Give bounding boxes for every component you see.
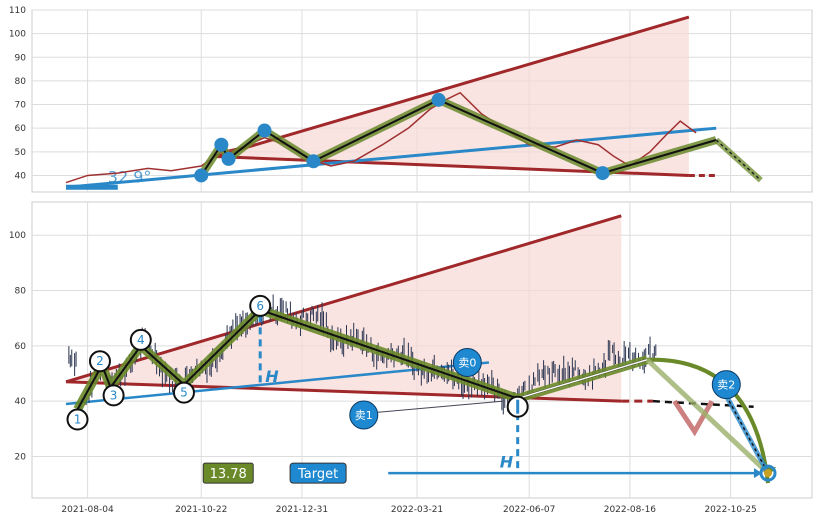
x-tick-label: 2022-06-07 bbox=[503, 505, 555, 515]
wave-label-circle bbox=[172, 381, 195, 404]
bottom-y-tick-label: 80 bbox=[15, 287, 27, 297]
sell1-label: 卖1 bbox=[355, 409, 373, 422]
bottom-projection-line bbox=[645, 357, 770, 475]
x-tick-label: 2022-03-21 bbox=[391, 505, 443, 515]
target-value-box bbox=[202, 462, 254, 484]
top-y-tick-label: 100 bbox=[9, 30, 26, 40]
top-pivot-point bbox=[595, 166, 610, 181]
bottom-y-tick-label: 100 bbox=[9, 231, 26, 241]
top-wave-projection-dash bbox=[715, 139, 762, 181]
sell0-bubble bbox=[452, 347, 482, 377]
target-label-text: Target bbox=[297, 467, 338, 482]
wave-label-circle bbox=[249, 294, 272, 317]
x-tick-label: 2021-12-31 bbox=[276, 505, 328, 515]
x-tick-label: 2021-08-04 bbox=[61, 505, 114, 515]
wave-label-circle bbox=[88, 350, 111, 373]
sell1-bubble bbox=[349, 400, 379, 430]
wave-label-text: 3 bbox=[110, 388, 118, 402]
wave-label-text: 4 bbox=[137, 333, 145, 347]
top-indicator-line bbox=[65, 91, 697, 184]
bottom-y-tick-label: 40 bbox=[15, 397, 27, 407]
wave-label-circle bbox=[129, 328, 152, 351]
top-pivot-point bbox=[431, 92, 446, 107]
wave-label-text: 6 bbox=[256, 299, 264, 313]
top-pivot-point bbox=[306, 154, 321, 169]
bottom-h-label-bottom: H bbox=[500, 453, 514, 472]
top-y-tick-label: 40 bbox=[15, 171, 27, 181]
bottom-h-label-top: H bbox=[265, 367, 279, 386]
bottom-target-dot bbox=[764, 469, 772, 478]
bottom-y-tick-label: 60 bbox=[15, 342, 27, 352]
top-y-tick-label: 90 bbox=[15, 53, 27, 63]
bottom-retest-zigzag bbox=[672, 399, 715, 437]
bottom-upper-trendline bbox=[65, 214, 622, 384]
top-pivot-point bbox=[257, 123, 272, 138]
wave-label-circle bbox=[66, 408, 89, 431]
top-pivot-point bbox=[194, 168, 209, 183]
wave-label-text: 5 bbox=[180, 386, 188, 400]
bottom-extension-black bbox=[652, 399, 754, 408]
sell1-pointer bbox=[377, 400, 504, 413]
sell2-label: 卖2 bbox=[717, 379, 735, 392]
x-tick-label: 2021-10-22 bbox=[175, 505, 227, 515]
bottom-target-arrowhead bbox=[754, 468, 762, 479]
bottom-wave-last-leg bbox=[517, 358, 648, 400]
x-axis-ticks: 2021-08-04 2021-10-22 2021-12-31 2022-03-21… bbox=[61, 505, 756, 515]
top-pivot-point bbox=[214, 137, 229, 152]
sell0-label: 卖0 bbox=[458, 356, 476, 369]
price-panel: 20 40 60 80 100 H H 1 2 3 4 5 6 卖0 卖1 卖2 13.78 Target bbox=[9, 201, 813, 499]
top-angle-label: 32.9° bbox=[108, 168, 152, 187]
top-y-tick-label: 50 bbox=[15, 148, 27, 158]
wave-label-circle bbox=[102, 384, 125, 407]
wave-label-text: 2 bbox=[96, 354, 104, 368]
top-y-tick-label: 80 bbox=[15, 77, 27, 87]
indicator-panel: 40 50 60 70 80 90 100 110 32.9° bbox=[9, 6, 813, 193]
top-support-line bbox=[65, 126, 717, 189]
x-tick-label: 2022-10-25 bbox=[704, 505, 756, 515]
top-pivot-point bbox=[221, 151, 236, 166]
wave-label-text: 1 bbox=[74, 412, 82, 426]
x-tick-label: 2022-08-16 bbox=[604, 505, 657, 515]
top-upper-trendline bbox=[215, 15, 690, 158]
target-label-box bbox=[289, 462, 347, 484]
top-y-tick-label: 60 bbox=[15, 124, 27, 134]
sell2-bubble bbox=[711, 370, 741, 400]
bottom-y-tick-label: 20 bbox=[15, 453, 27, 463]
bottom-sell2-dash bbox=[725, 395, 769, 474]
top-y-tick-label: 110 bbox=[9, 6, 26, 16]
target-value-text: 13.78 bbox=[210, 467, 247, 482]
bottom-pattern-fill bbox=[66, 215, 622, 402]
top-y-tick-label: 70 bbox=[15, 101, 27, 111]
